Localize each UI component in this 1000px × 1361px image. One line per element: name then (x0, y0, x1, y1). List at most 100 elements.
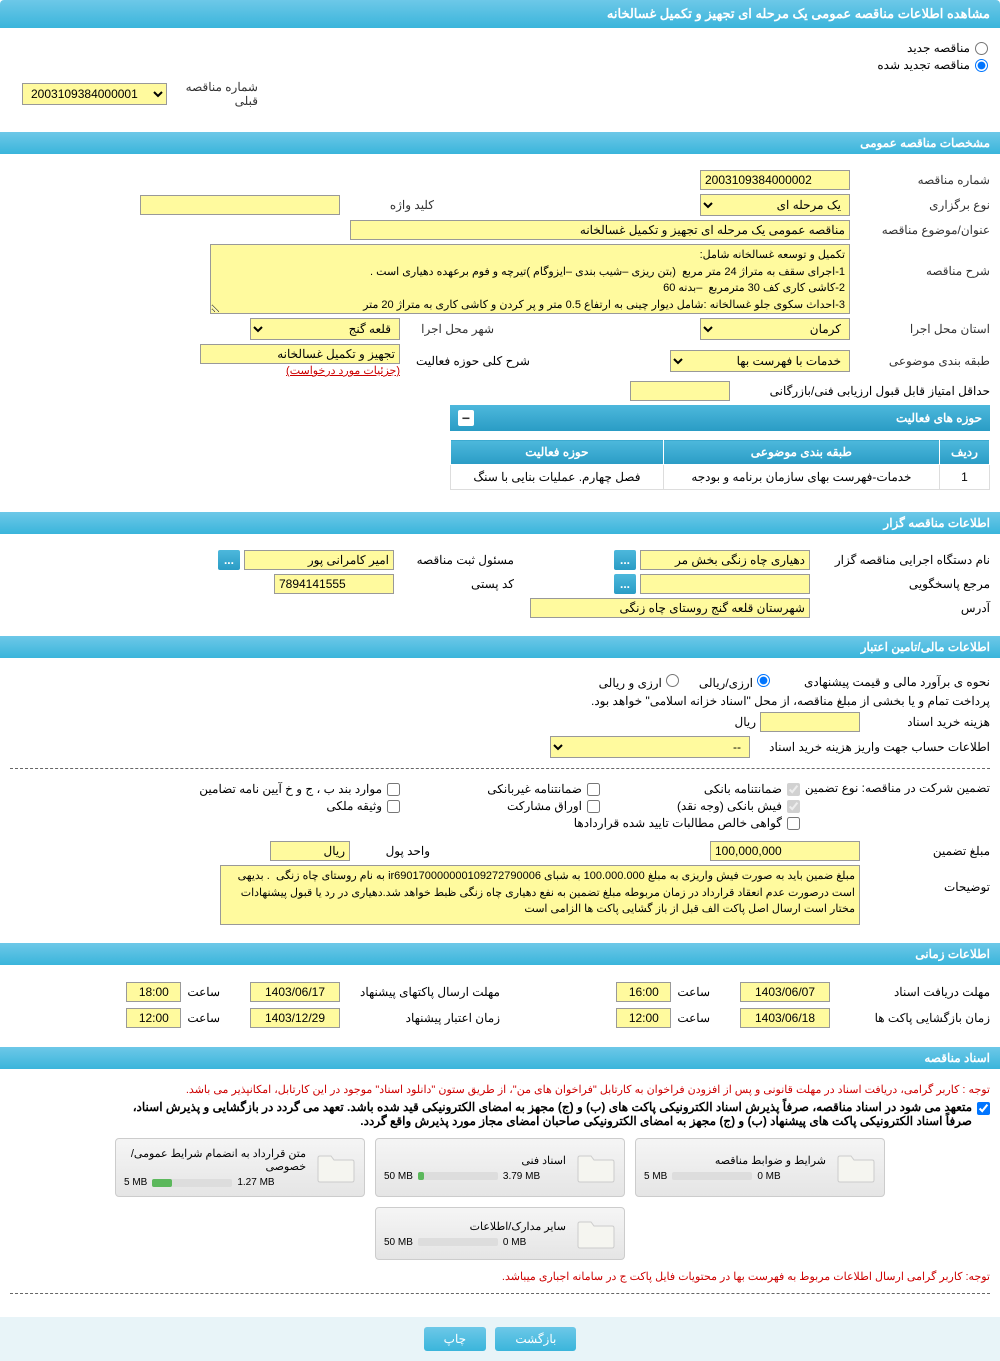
postal-input[interactable] (274, 574, 394, 594)
financial-section: نحوه ی برآورد مالی و قیمت پیشنهادی ارزی/… (0, 664, 1000, 935)
radio-new-label: مناقصه جدید (907, 41, 970, 55)
desc-textarea[interactable] (210, 244, 850, 314)
open-date[interactable]: 1403/06/18 (740, 1008, 830, 1028)
activity-table: ردیف طبقه بندی موضوعی حوزه فعالیت 1 خدما… (450, 439, 990, 490)
details-link[interactable]: (جزئیات مورد درخواست) (200, 364, 400, 377)
section-general-header: مشخصات مناقصه عمومی (0, 132, 1000, 154)
prev-num-select[interactable]: 2003109384000001 (22, 83, 167, 105)
receive-date[interactable]: 1403/06/07 (740, 982, 830, 1002)
chk-bank-guarantee[interactable] (787, 783, 800, 796)
tender-num-input[interactable] (700, 170, 850, 190)
validity-date[interactable]: 1403/12/29 (250, 1008, 340, 1028)
table-row: 1 خدمات-فهرست بهای سازمان برنامه و بودجه… (451, 465, 990, 490)
hold-type-label: نوع برگزاری (850, 198, 990, 212)
address-label: آدرس (810, 601, 990, 615)
keyword-label: کلید واژه (340, 198, 440, 212)
section-organizer-header: اطلاعات مناقصه گزار (0, 512, 1000, 534)
city-select[interactable]: قلعه گنج (250, 318, 400, 340)
category-select[interactable]: خدمات با فهرست بها (670, 350, 850, 372)
folder-icon (316, 1150, 356, 1185)
doc-card[interactable]: اسناد فنی50 MB3.79 MB (375, 1138, 625, 1197)
activity-desc-input[interactable] (200, 344, 400, 364)
unit-input[interactable] (270, 841, 350, 861)
chk-participation[interactable] (587, 800, 600, 813)
submit-time[interactable]: 18:00 (126, 982, 181, 1002)
radio-new-tender[interactable] (975, 42, 988, 55)
unit-label: واحد پول (350, 844, 430, 858)
docs-section: توجه : کاربر گرامی، دریافت اسناد در مهلت… (0, 1075, 1000, 1312)
registrar-more-button[interactable]: ... (218, 550, 240, 570)
deposit-info-label: اطلاعات حساب جهت واریز هزینه خرید اسناد (750, 740, 990, 754)
keyword-input[interactable] (140, 195, 340, 215)
radio-renewed-tender[interactable] (975, 59, 988, 72)
doc-cost-input[interactable] (760, 712, 860, 732)
organizer-section: نام دستگاه اجرایی مناقصه گزار ... مسئول … (0, 540, 1000, 628)
guarantee-amount-label: مبلغ تضمین (860, 844, 990, 858)
exec-name-label: نام دستگاه اجرایی مناقصه گزار (810, 553, 990, 567)
doc-cost-unit: ریال (734, 715, 756, 729)
responder-more-button[interactable]: ... (614, 574, 636, 594)
chk-bond-items[interactable] (387, 783, 400, 796)
submit-label: مهلت ارسال پاکتهای پیشنهاد (340, 985, 500, 999)
desc-label: شرح مناقصه (850, 244, 990, 278)
postal-label: کد پستی (394, 577, 514, 591)
print-button[interactable]: چاپ (424, 1327, 486, 1351)
estimate-label: نحوه ی برآورد مالی و قیمت پیشنهادی (770, 675, 990, 689)
min-score-input[interactable] (630, 381, 730, 401)
doc-card[interactable]: شرایط و ضوابط مناقصه5 MB0 MB (635, 1138, 885, 1197)
receive-time[interactable]: 16:00 (616, 982, 671, 1002)
exec-more-button[interactable]: ... (614, 550, 636, 570)
open-label: زمان بازگشایی پاکت ها (830, 1011, 990, 1025)
section-financial-header: اطلاعات مالی/تامین اعتبار (0, 636, 1000, 658)
city-label: شهر محل اجرا (400, 322, 500, 336)
doc-card[interactable]: سایر مدارک/اطلاعات50 MB0 MB (375, 1207, 625, 1260)
responder-input[interactable] (640, 574, 810, 594)
guarantee-type-label: تضمین شرکت در مناقصه: نوع تضمین (800, 779, 990, 795)
divider (10, 768, 990, 769)
doc-card[interactable]: متن قرارداد به انضمام شرایط عمومی/خصوصی5… (115, 1138, 365, 1197)
responder-label: مرجع پاسخگویی (810, 577, 990, 591)
col-activity: حوزه فعالیت (451, 440, 664, 465)
folder-icon (576, 1150, 616, 1185)
payment-note: پرداخت تمام و یا بخشی از مبلغ مناقصه، از… (591, 694, 990, 708)
tender-type-radio-group: مناقصه جدید مناقصه تجدید شده شماره مناقص… (0, 30, 1000, 124)
radio-arz-rial-label: ارزی/ریالی (699, 676, 753, 690)
notes-textarea[interactable] (220, 865, 860, 925)
subject-label: عنوان/موضوع مناقصه (850, 223, 990, 237)
receive-label: مهلت دریافت اسناد (830, 985, 990, 999)
chk-nonbank-guarantee[interactable] (587, 783, 600, 796)
back-button[interactable]: بازگشت (495, 1327, 576, 1351)
min-score-label: حداقل امتیاز قابل قبول ارزیابی فنی/بازرگ… (730, 384, 990, 398)
col-category: طبقه بندی موضوعی (663, 440, 939, 465)
folder-icon (576, 1216, 616, 1251)
activity-table-header: حوزه های فعالیت − (450, 405, 990, 431)
docs-notice2b: صرفاً اسناد الکترونیکی پاکت های پیشنهاد … (133, 1114, 972, 1128)
subject-input[interactable] (350, 220, 850, 240)
collapse-icon[interactable]: − (458, 410, 474, 426)
chk-property[interactable] (387, 800, 400, 813)
docs-notice1: توجه : کاربر گرامی، دریافت اسناد در مهلت… (10, 1083, 990, 1096)
deposit-info-select[interactable]: -- (550, 736, 750, 758)
radio-arz[interactable] (666, 674, 679, 687)
validity-time[interactable]: 12:00 (126, 1008, 181, 1028)
guarantee-amount-input[interactable] (710, 841, 860, 861)
chk-net-claims[interactable] (787, 817, 800, 830)
saat-label2: ساعت (187, 985, 220, 999)
province-select[interactable]: کرمان (700, 318, 850, 340)
registrar-input[interactable] (244, 550, 394, 570)
hold-type-select[interactable]: یک مرحله ای (700, 194, 850, 216)
general-section: شماره مناقصه نوع برگزاری یک مرحله ای کلی… (0, 160, 1000, 504)
exec-name-input[interactable] (640, 550, 810, 570)
tender-num-label: شماره مناقصه (850, 173, 990, 187)
divider (10, 1293, 990, 1294)
address-input[interactable] (530, 598, 810, 618)
docs-commit-checkbox[interactable] (977, 1102, 990, 1115)
chk-bank-receipt[interactable] (787, 800, 800, 813)
category-label: طبقه بندی موضوعی (850, 354, 990, 368)
page-title: مشاهده اطلاعات مناقصه عمومی یک مرحله ای … (0, 0, 1000, 28)
province-label: استان محل اجرا (850, 322, 990, 336)
open-time[interactable]: 12:00 (616, 1008, 671, 1028)
saat-label4: ساعت (187, 1011, 220, 1025)
radio-arz-rial[interactable] (757, 674, 770, 687)
submit-date[interactable]: 1403/06/17 (250, 982, 340, 1002)
